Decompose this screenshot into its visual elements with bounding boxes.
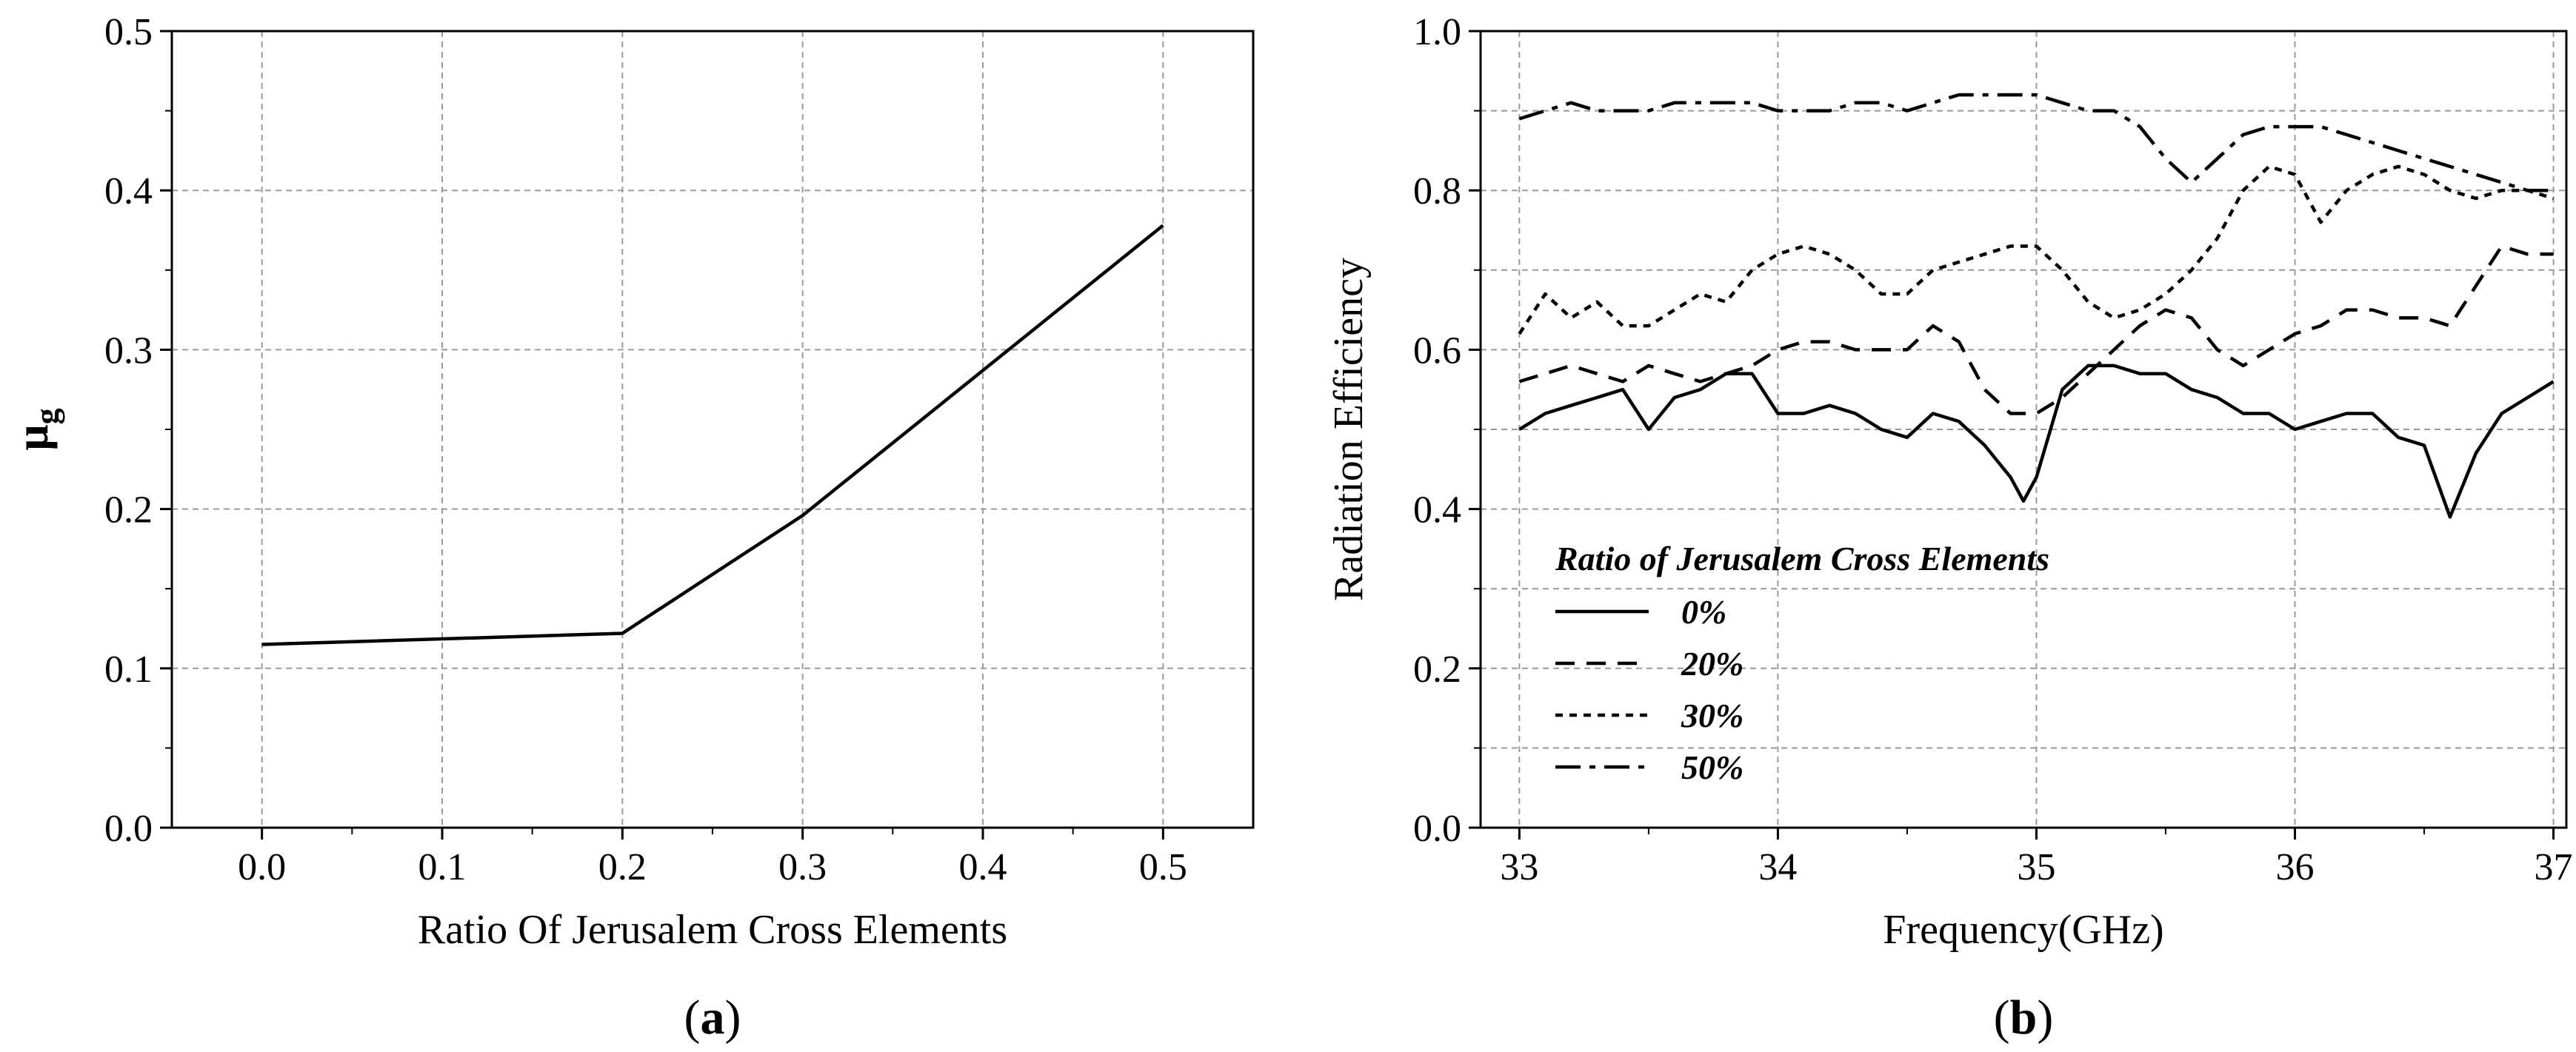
b-y-tick-label: 0.6 — [1413, 329, 1461, 372]
a-x-axis-label: Ratio Of Jerusalem Cross Elements — [418, 907, 1007, 953]
b-y-tick-label: 0.8 — [1413, 170, 1461, 212]
a-panel-label: (a) — [684, 991, 741, 1045]
panel-a: 0.0 0.1 0.2 0.3 0.4 0.5 0.0 0.1 0.2 0.3 0.4 0.5 Rat… — [7, 11, 1255, 1045]
b-y-tick-label: 0.4 — [1413, 489, 1461, 532]
b-x-tick-label: 36 — [2276, 846, 2315, 888]
b-series-line-30pct — [1518, 164, 2555, 335]
a-x-tick-label: 0.4 — [959, 846, 1007, 888]
a-ticks: 0.0 0.1 0.2 0.3 0.4 0.5 0.0 0.1 0.2 0.3 0.4 0.5 — [104, 11, 1187, 888]
a-x-tick-label: 0.2 — [598, 846, 647, 888]
a-y-tick-label: 0.2 — [104, 489, 153, 532]
a-x-tick-label: 0.0 — [238, 846, 286, 888]
a-plot-frame — [170, 30, 1255, 829]
a-grid — [172, 31, 1253, 828]
a-panel-open: ( — [684, 991, 701, 1045]
b-legend-item-label: 50% — [1681, 748, 1744, 786]
panel-b: 33 34 35 36 37 0.0 0.2 0.4 0.6 0.8 1.0 Frequency(G… — [1326, 11, 2573, 1045]
a-y-tick-label: 0.1 — [104, 649, 153, 691]
b-panel-close: ) — [2037, 991, 2053, 1045]
b-y-tick-label: 0.0 — [1413, 808, 1461, 850]
b-x-axis-label: Frequency(GHz) — [1883, 907, 2163, 953]
b-panel-letter: b — [2010, 991, 2038, 1045]
b-ticks: 33 34 35 36 37 0.0 0.2 0.4 0.6 0.8 1.0 — [1413, 11, 2573, 888]
b-x-tick-label: 33 — [1500, 846, 1538, 888]
a-panel-close: ) — [725, 991, 741, 1045]
a-y-tick-label: 0.3 — [104, 329, 153, 372]
b-series-line-50pct — [1518, 93, 2554, 192]
b-x-tick-label: 35 — [2017, 846, 2055, 888]
b-grid — [1481, 31, 2566, 828]
b-legend-title: Ratio of Jerusalem Cross Elements — [1555, 540, 2049, 577]
a-x-tick-label: 0.3 — [778, 846, 827, 888]
b-series-line-20pct — [1518, 244, 2554, 415]
b-panel-open: ( — [1994, 991, 2010, 1045]
a-panel-letter: a — [701, 991, 725, 1045]
a-y-axis-label: μg — [7, 408, 65, 450]
b-series-line-0pct — [1518, 363, 2555, 519]
b-legend: Ratio of Jerusalem Cross Elements 0% 20% 3… — [1555, 540, 2049, 786]
b-panel-label: (b) — [1994, 991, 2054, 1045]
a-y-tick-label: 0.5 — [104, 11, 153, 53]
b-x-tick-label: 34 — [1758, 846, 1797, 888]
b-y-tick-label: 1.0 — [1413, 11, 1461, 53]
a-series — [261, 224, 1164, 646]
b-series — [1518, 93, 2555, 519]
b-legend-item-label: 30% — [1681, 697, 1744, 734]
b-legend-item-label: 0% — [1681, 593, 1726, 631]
a-x-tick-label: 0.5 — [1139, 846, 1187, 888]
a-y-axis-label-main: μ — [7, 424, 58, 450]
a-series-line-mu-g — [261, 224, 1164, 646]
a-y-tick-label: 0.0 — [104, 808, 153, 850]
a-y-tick-label: 0.4 — [104, 170, 153, 212]
b-y-axis-label: Radiation Efficiency — [1326, 258, 1372, 601]
b-y-tick-label: 0.2 — [1413, 649, 1461, 691]
b-legend-item-label: 20% — [1681, 645, 1744, 683]
b-x-tick-label: 37 — [2535, 846, 2573, 888]
a-y-axis-label-sub: g — [29, 408, 65, 424]
a-x-tick-label: 0.1 — [418, 846, 467, 888]
